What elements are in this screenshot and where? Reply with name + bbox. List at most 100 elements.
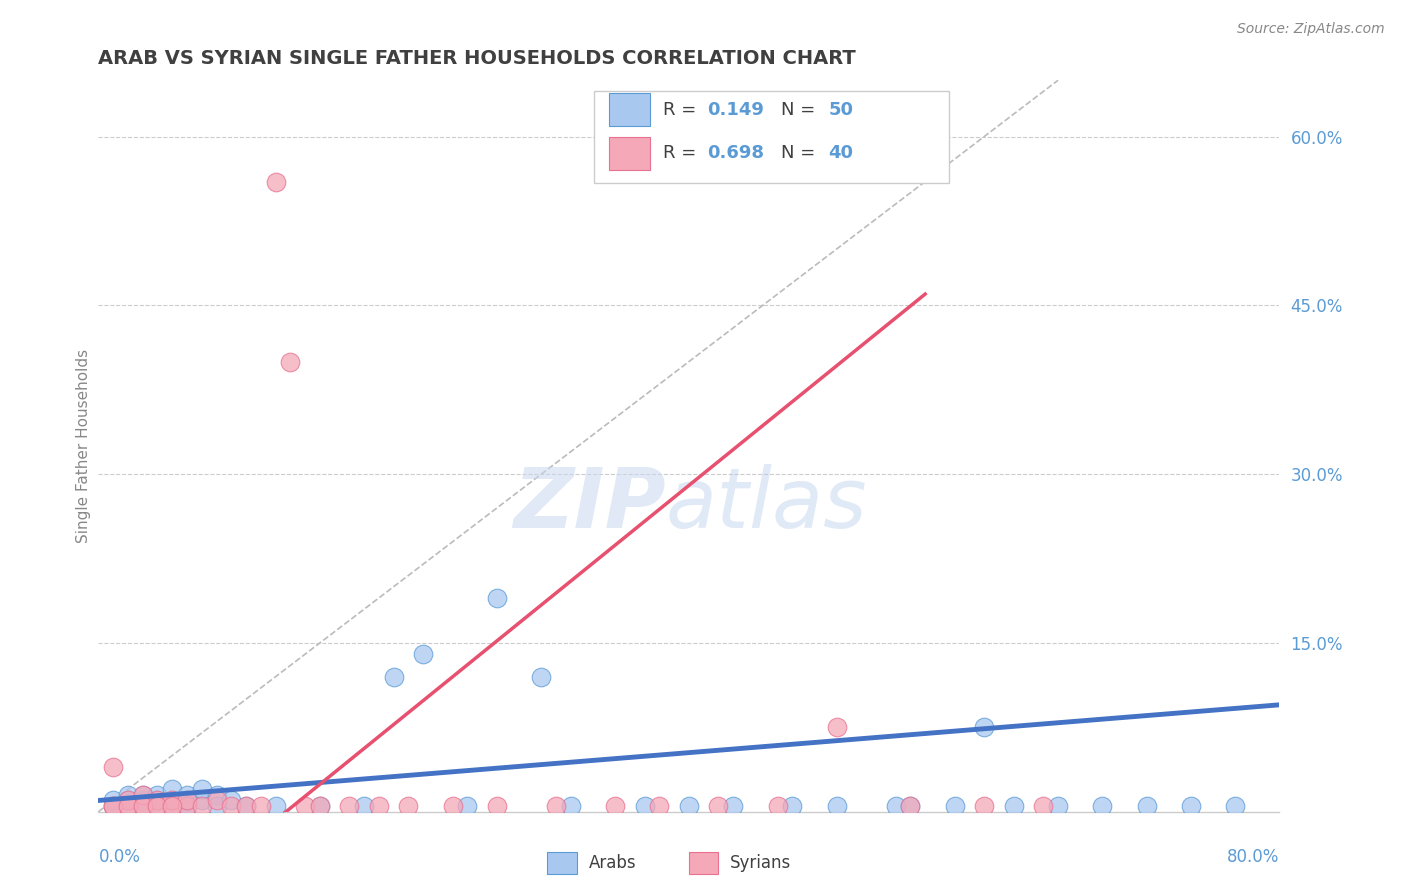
Point <box>191 799 214 814</box>
Y-axis label: Single Father Households: Single Father Households <box>76 349 91 543</box>
Point <box>530 670 553 684</box>
FancyBboxPatch shape <box>609 93 650 126</box>
Point <box>1180 799 1202 814</box>
Point <box>634 799 657 814</box>
Point <box>973 799 995 814</box>
Point <box>398 799 420 814</box>
Point <box>132 788 155 802</box>
Point <box>973 720 995 734</box>
Point <box>176 799 198 814</box>
Point <box>280 354 302 368</box>
FancyBboxPatch shape <box>547 852 576 874</box>
Text: atlas: atlas <box>665 464 868 545</box>
Text: 0.149: 0.149 <box>707 101 763 119</box>
Point <box>132 793 155 807</box>
Point <box>103 799 125 814</box>
Point <box>353 799 375 814</box>
Point <box>368 799 391 814</box>
Text: Arabs: Arabs <box>589 854 636 871</box>
Point <box>205 793 228 807</box>
Point <box>546 799 568 814</box>
Text: 80.0%: 80.0% <box>1227 848 1279 866</box>
Text: N =: N = <box>782 145 821 162</box>
Point <box>250 799 273 814</box>
Point <box>103 760 125 774</box>
Point <box>900 799 922 814</box>
Text: 0.698: 0.698 <box>707 145 763 162</box>
Point <box>117 799 139 814</box>
Text: N =: N = <box>782 101 821 119</box>
Point <box>1225 799 1247 814</box>
Point <box>132 788 155 802</box>
Text: 0.0%: 0.0% <box>98 848 141 866</box>
Point <box>1032 799 1054 814</box>
Point <box>412 647 434 661</box>
Point <box>146 793 169 807</box>
Point <box>560 799 582 814</box>
Point <box>1136 799 1159 814</box>
Point <box>103 799 125 814</box>
Point <box>176 799 198 814</box>
Point <box>766 799 789 814</box>
Point <box>132 799 155 814</box>
Point <box>486 591 509 605</box>
Point <box>900 799 922 814</box>
FancyBboxPatch shape <box>689 852 718 874</box>
Point <box>457 799 479 814</box>
Point <box>294 799 316 814</box>
Point <box>132 799 155 814</box>
Point <box>191 793 214 807</box>
Point <box>678 799 700 814</box>
Point <box>884 799 907 814</box>
Point <box>486 799 509 814</box>
Text: 40: 40 <box>828 145 853 162</box>
Point <box>235 799 257 814</box>
Point <box>162 793 183 807</box>
Point <box>605 799 627 814</box>
Point <box>117 793 139 807</box>
Point <box>264 799 287 814</box>
Point <box>117 793 139 807</box>
Point <box>176 788 198 802</box>
Point <box>1002 799 1025 814</box>
Point <box>117 799 139 814</box>
Point <box>382 670 405 684</box>
Text: R =: R = <box>664 145 702 162</box>
Point <box>146 799 169 814</box>
Point <box>117 788 139 802</box>
Point <box>191 782 214 797</box>
Point <box>723 799 745 814</box>
Point <box>205 799 228 814</box>
Point <box>146 799 169 814</box>
Point <box>146 799 169 814</box>
Point <box>264 175 287 189</box>
Point <box>1046 799 1070 814</box>
Point <box>146 793 169 807</box>
Point <box>235 799 257 814</box>
Point <box>648 799 671 814</box>
Point <box>162 799 183 814</box>
Point <box>825 799 848 814</box>
Text: ZIP: ZIP <box>513 464 665 545</box>
Point <box>103 793 125 807</box>
Point <box>441 799 464 814</box>
Point <box>309 799 332 814</box>
Point <box>132 799 155 814</box>
Point <box>221 799 243 814</box>
Point <box>339 799 361 814</box>
Text: Source: ZipAtlas.com: Source: ZipAtlas.com <box>1237 22 1385 37</box>
Point <box>309 799 332 814</box>
Point <box>205 788 228 802</box>
Point <box>176 793 198 807</box>
Point <box>146 788 169 802</box>
Point <box>162 793 183 807</box>
Point <box>943 799 966 814</box>
Point <box>117 799 139 814</box>
Text: 50: 50 <box>828 101 853 119</box>
Point <box>176 799 198 814</box>
FancyBboxPatch shape <box>609 137 650 169</box>
Point <box>162 782 183 797</box>
Text: Syrians: Syrians <box>730 854 792 871</box>
Point <box>707 799 730 814</box>
Text: R =: R = <box>664 101 702 119</box>
